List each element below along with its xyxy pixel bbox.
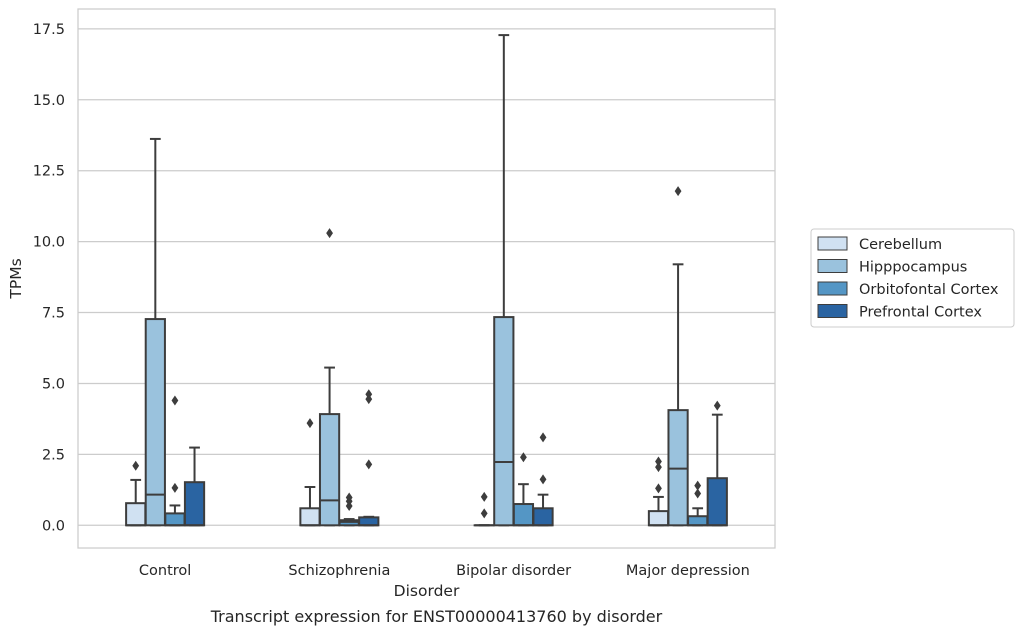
box-body bbox=[318, 413, 341, 527]
outlier-point bbox=[345, 492, 353, 503]
box-body bbox=[647, 510, 670, 527]
outlier-point bbox=[655, 462, 662, 473]
legend-swatch bbox=[817, 281, 848, 296]
box-body bbox=[532, 507, 554, 527]
box-prefrontal-cortex-2 bbox=[532, 432, 554, 527]
outlier-point bbox=[365, 389, 373, 400]
legend-label: Orbitofontal Cortex bbox=[859, 282, 999, 298]
box-body bbox=[125, 502, 147, 527]
box-orbitofontal-cortex-3 bbox=[687, 480, 709, 527]
outlier-point bbox=[171, 395, 179, 406]
x-tick-label: Control bbox=[139, 563, 191, 579]
box-orbitofontal-cortex-1 bbox=[338, 492, 360, 527]
box-prefrontal-cortex-3 bbox=[706, 400, 728, 527]
box-orbitofontal-cortex-0 bbox=[164, 395, 186, 527]
legend-item: Orbitofontal Cortex bbox=[817, 281, 999, 298]
x-tick-label: Schizophrenia bbox=[288, 563, 390, 579]
box-body bbox=[493, 316, 515, 527]
x-tick-label: Bipolar disorder bbox=[456, 563, 571, 579]
y-tick-label: 10.0 bbox=[33, 235, 65, 251]
chart-caption: Transcript expression for ENST0000041376… bbox=[210, 607, 663, 626]
box-body bbox=[164, 512, 186, 527]
outlier-point bbox=[306, 418, 314, 429]
y-tick-label: 17.5 bbox=[33, 22, 65, 38]
outlier-point bbox=[539, 474, 547, 485]
outlier-point bbox=[171, 482, 179, 493]
legend-label: Hipppocampus bbox=[859, 260, 967, 276]
y-tick-label: 15.0 bbox=[33, 93, 65, 109]
legend-item: Prefrontal Cortex bbox=[817, 304, 982, 321]
outlier-point bbox=[713, 400, 721, 411]
box-hipppocampus-2 bbox=[493, 34, 515, 527]
box-cerebellum-3 bbox=[647, 456, 670, 527]
y-tick-label: 5.0 bbox=[42, 376, 65, 392]
box-hipppocampus-1 bbox=[318, 228, 341, 527]
legend-swatch bbox=[817, 236, 848, 251]
outlier-point bbox=[480, 491, 488, 502]
outlier-point bbox=[365, 459, 373, 470]
y-tick-label: 7.5 bbox=[42, 306, 65, 322]
box-body bbox=[358, 516, 380, 527]
box-body bbox=[706, 477, 728, 527]
box-body bbox=[512, 503, 535, 527]
x-tick-label: Major depression bbox=[626, 563, 750, 579]
outlier-point bbox=[674, 186, 682, 197]
box-cerebellum-1 bbox=[299, 418, 321, 527]
box-body bbox=[183, 481, 206, 527]
outlier-point bbox=[655, 483, 662, 494]
x-axis-label: Disorder bbox=[394, 582, 460, 600]
legend-label: Cerebellum bbox=[859, 237, 942, 253]
y-tick-labels: 0.0 2.5 5.0 7.5 10.0 12.5 15.0 17.5 bbox=[33, 22, 65, 534]
legend-swatch bbox=[817, 304, 848, 318]
x-tick-labels: Control Schizophrenia Bipolar disorder Majo… bbox=[139, 563, 750, 579]
outlier-point bbox=[480, 508, 488, 519]
outlier-point bbox=[694, 480, 702, 491]
outlier-point bbox=[132, 460, 140, 471]
y-tick-label: 0.0 bbox=[42, 518, 65, 534]
legend-item: Cerebellum bbox=[817, 236, 942, 253]
legend-swatch bbox=[817, 259, 848, 273]
box-prefrontal-cortex-0 bbox=[183, 446, 206, 527]
y-tick-label: 2.5 bbox=[42, 447, 65, 463]
box-hipppocampus-3 bbox=[667, 186, 689, 527]
box-cerebellum-2 bbox=[473, 491, 495, 527]
outlier-point bbox=[694, 488, 702, 499]
legend-frame bbox=[810, 228, 1015, 328]
box-prefrontal-cortex-1 bbox=[358, 389, 380, 527]
box-hipppocampus-0 bbox=[144, 137, 166, 527]
outlier-point bbox=[539, 432, 547, 443]
y-axis-label: TPMs bbox=[7, 258, 25, 299]
plot-marks bbox=[125, 34, 728, 527]
outlier-point bbox=[326, 228, 333, 239]
box-body bbox=[299, 507, 321, 527]
outlier-point bbox=[655, 456, 662, 467]
box-cerebellum-0 bbox=[125, 460, 147, 527]
box-orbitofontal-cortex-2 bbox=[512, 452, 535, 527]
box-body bbox=[144, 318, 166, 527]
legend-item: Hipppocampus bbox=[817, 259, 967, 276]
legend: Cerebellum Hipppocampus Orbitofontal Corte… bbox=[810, 228, 1015, 328]
outlier-point bbox=[520, 452, 527, 463]
legend-label: Prefrontal Cortex bbox=[859, 305, 982, 321]
plot-frame bbox=[77, 8, 776, 549]
y-tick-label: 12.5 bbox=[33, 164, 65, 180]
box-body bbox=[687, 515, 709, 527]
